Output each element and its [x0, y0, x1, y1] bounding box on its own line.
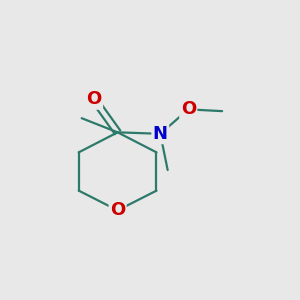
Text: O: O	[86, 90, 102, 108]
Text: N: N	[153, 125, 168, 143]
Text: O: O	[110, 201, 125, 219]
Text: O: O	[181, 100, 196, 118]
